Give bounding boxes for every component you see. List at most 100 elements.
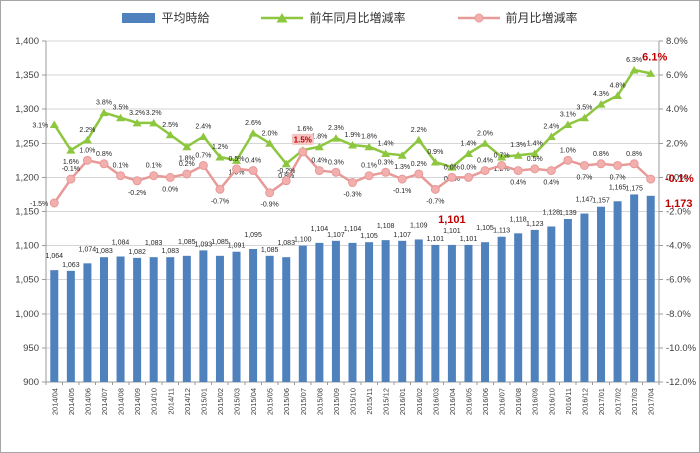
- mom-marker-2015/07: [298, 147, 308, 157]
- svg-text:2.2%: 2.2%: [79, 127, 95, 134]
- yoy-marker-2015/06: [281, 159, 291, 168]
- svg-text:1.4%: 1.4%: [378, 141, 394, 148]
- svg-text:2.3%: 2.3%: [328, 125, 344, 132]
- svg-text:1,108: 1,108: [377, 223, 395, 230]
- svg-text:2016/02: 2016/02: [415, 388, 424, 415]
- svg-text:2015/06: 2015/06: [282, 388, 291, 415]
- svg-text:2016/01: 2016/01: [398, 388, 407, 415]
- svg-text:0.7%: 0.7%: [195, 152, 211, 159]
- svg-text:1,083: 1,083: [145, 240, 163, 247]
- svg-text:0.0%: 0.0%: [460, 164, 476, 171]
- left-axis-tick-labels: 1,400 1,350 1,300 1,250 1,200 1,150 1,100 1,050…: [15, 36, 39, 388]
- svg-text:2015/11: 2015/11: [365, 388, 374, 415]
- bar-2015/03: [232, 251, 241, 382]
- svg-text:-0.3%: -0.3%: [343, 192, 361, 199]
- svg-text:4.0%: 4.0%: [666, 104, 688, 115]
- svg-text:1,063: 1,063: [62, 262, 80, 269]
- legend-label-mom-rate: 前月比増減率: [505, 11, 578, 25]
- bar-2015/06: [282, 257, 291, 382]
- mom-marker-2015/04: [248, 166, 258, 176]
- svg-text:1,109: 1,109: [410, 222, 428, 229]
- bar-2016/07: [497, 236, 506, 382]
- svg-text:-6.0%: -6.0%: [666, 275, 691, 286]
- svg-text:1,147: 1,147: [576, 197, 594, 204]
- svg-text:-0.1%: -0.1%: [393, 188, 411, 195]
- yoy-marker-2016/04: [447, 163, 457, 171]
- svg-text:-4.0%: -4.0%: [666, 241, 691, 252]
- svg-text:1,104: 1,104: [311, 226, 329, 233]
- svg-text:2.0%: 2.0%: [666, 138, 688, 149]
- svg-text:2.5%: 2.5%: [162, 122, 178, 129]
- yoy-marker-2014/10: [149, 118, 159, 127]
- mom-marker-2015/03: [232, 164, 242, 174]
- bar-2017/04: [646, 195, 655, 382]
- svg-text:2014/06: 2014/06: [83, 388, 92, 415]
- svg-text:0.4%: 0.4%: [543, 180, 559, 187]
- svg-text:1.0%: 1.0%: [560, 147, 576, 154]
- yoy-marker-2015/04: [248, 129, 258, 137]
- svg-text:1,105: 1,105: [476, 225, 494, 232]
- last-bar-label: 1,173: [665, 198, 693, 210]
- svg-text:-0.1%: -0.1%: [62, 166, 80, 173]
- svg-text:2.6%: 2.6%: [245, 120, 261, 127]
- legend-item-yoy-rate: 前年同月比増減率: [261, 9, 406, 26]
- bar-2015/02: [215, 255, 224, 382]
- svg-text:2014/05: 2014/05: [67, 388, 76, 415]
- svg-text:1.3%: 1.3%: [510, 142, 526, 149]
- svg-text:2.0%: 2.0%: [262, 130, 278, 137]
- mom-spike-label: 1.5%: [294, 135, 312, 144]
- x-axis-labels: 2014/04 2014/05 2014/06 2014/07 2014/08 2014/…: [50, 388, 655, 415]
- svg-text:2015/07: 2015/07: [299, 388, 308, 415]
- mom-marker-2014/09: [132, 176, 142, 186]
- bar-2016/02: [414, 239, 423, 382]
- svg-text:1.4%: 1.4%: [527, 141, 543, 148]
- svg-text:2016/04: 2016/04: [448, 388, 457, 415]
- yoy-marker-2016/07: [497, 152, 507, 161]
- bar-2016/08: [514, 233, 523, 382]
- legend-item-average-wage: 平均時給: [122, 9, 209, 26]
- mom-marker-2017/02: [613, 160, 623, 170]
- svg-text:0.7%: 0.7%: [494, 152, 510, 159]
- bar-2015/10: [348, 242, 357, 382]
- svg-text:-8.0%: -8.0%: [666, 309, 691, 320]
- bar-dip-label: 1,101: [438, 214, 466, 226]
- svg-text:0.4%: 0.4%: [510, 180, 526, 187]
- mom-marker-2015/11: [364, 171, 374, 181]
- svg-text:1.0%: 1.0%: [79, 147, 95, 154]
- svg-text:2015/03: 2015/03: [233, 388, 242, 415]
- yoy-line-swatch: [261, 12, 304, 22]
- svg-text:0.2%: 0.2%: [411, 161, 427, 168]
- svg-text:2.4%: 2.4%: [543, 123, 559, 130]
- bar-2017/02: [613, 201, 622, 382]
- svg-text:2015/09: 2015/09: [332, 388, 341, 415]
- svg-text:1,064: 1,064: [46, 253, 64, 260]
- mom-marker-2014/06: [82, 155, 92, 165]
- yoy-marker-2015/08: [314, 142, 324, 151]
- yoy-marker-2015/05: [265, 139, 275, 147]
- mom-marker-2017/01: [596, 159, 606, 169]
- bar-2015/04: [249, 249, 258, 382]
- svg-text:1,105: 1,105: [360, 233, 378, 240]
- svg-text:-10.0%: -10.0%: [666, 343, 697, 354]
- svg-text:2015/01: 2015/01: [199, 388, 208, 415]
- svg-text:3.5%: 3.5%: [113, 105, 129, 112]
- svg-text:-0.2%: -0.2%: [277, 168, 295, 175]
- svg-text:2014/07: 2014/07: [100, 388, 109, 415]
- yoy-marker-2014/07: [99, 108, 109, 117]
- svg-text:2014/11: 2014/11: [166, 388, 175, 415]
- svg-text:2.2%: 2.2%: [411, 127, 427, 134]
- svg-text:1,100: 1,100: [294, 237, 312, 244]
- svg-text:1,350: 1,350: [15, 70, 39, 81]
- mom-marker-2017/03: [629, 159, 639, 169]
- svg-text:1,082: 1,082: [128, 249, 146, 256]
- yoy-marker-2014/06: [82, 135, 92, 144]
- bar-2015/12: [381, 240, 390, 382]
- svg-text:1,175: 1,175: [625, 185, 643, 192]
- mom-line-series: [49, 147, 656, 208]
- mom-marker-2015/09: [331, 167, 341, 177]
- yoy-marker-2017/04: [646, 69, 656, 77]
- svg-text:2016/06: 2016/06: [481, 388, 490, 415]
- svg-text:6.0%: 6.0%: [666, 70, 688, 81]
- svg-text:1,250: 1,250: [15, 138, 39, 149]
